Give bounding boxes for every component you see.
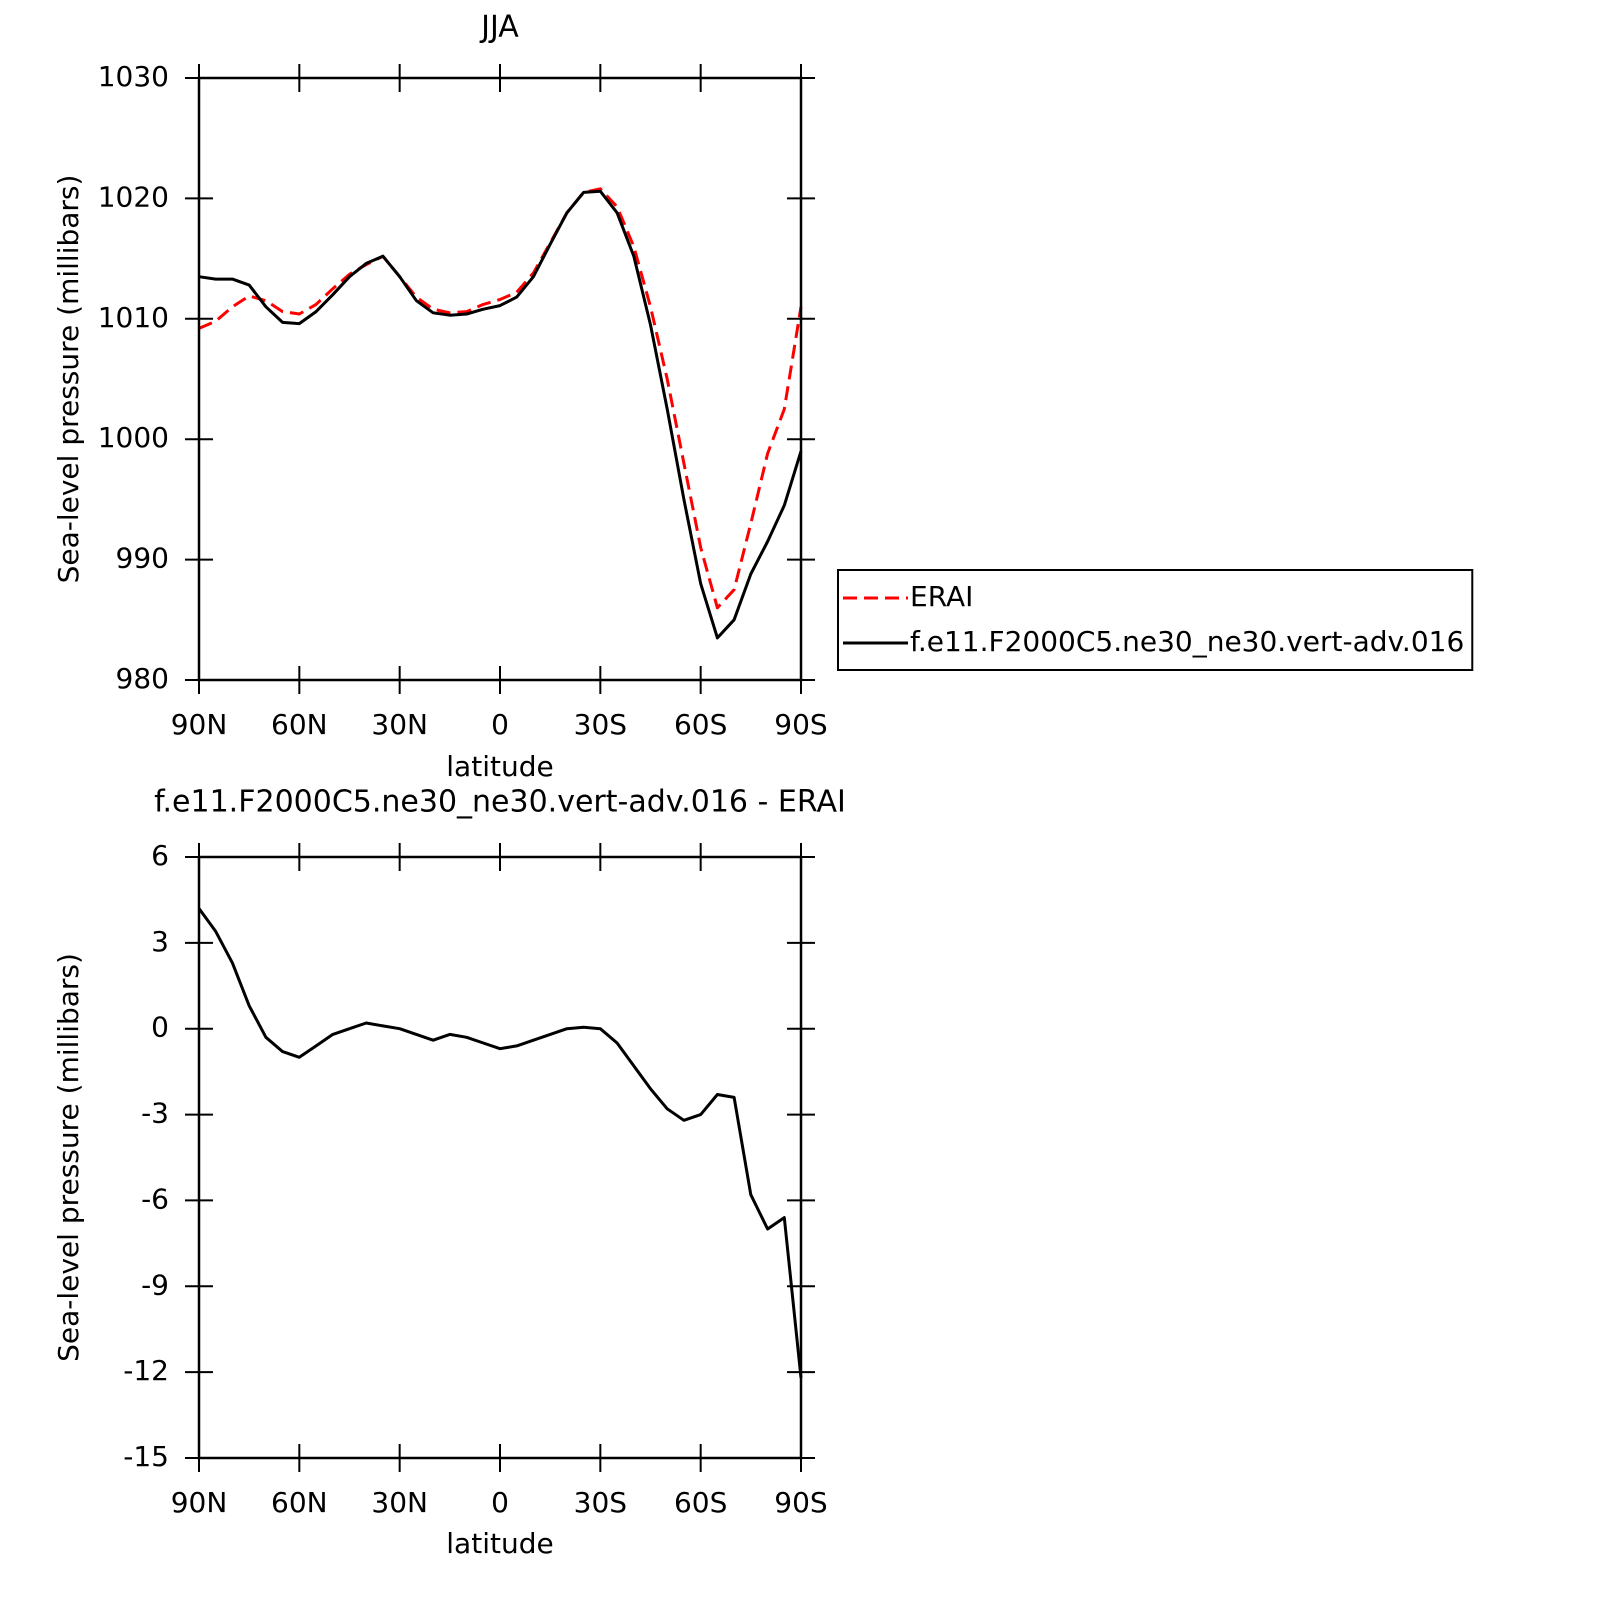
y-tick-label: -15	[123, 1440, 169, 1473]
y-tick-label: 1010	[98, 301, 169, 334]
legend-box	[837, 569, 1474, 671]
y-tick-label: -6	[141, 1182, 169, 1215]
x-tick-label: 30S	[574, 708, 627, 741]
chart-title: JJA	[479, 10, 519, 45]
plot-frame	[197, 76, 803, 682]
x-tick-label: 90S	[774, 1486, 827, 1519]
x-tick-label: 30N	[371, 1486, 428, 1519]
y-tick-label: 990	[116, 542, 169, 575]
y-axis-label: Sea-level pressure (millibars)	[52, 953, 85, 1362]
legend-label: f.e11.F2000C5.ne30_ne30.vert-adv.016	[910, 625, 1464, 658]
y-tick-label: 6	[151, 839, 169, 872]
y-tick-label: -9	[141, 1268, 169, 1301]
series-line	[198, 189, 803, 640]
x-tick-label: 90S	[774, 708, 827, 741]
y-tick-label: 1030	[98, 60, 169, 93]
y-axis-label: Sea-level pressure (millibars)	[52, 175, 85, 584]
x-tick-label: 0	[491, 708, 509, 741]
x-tick-label: 0	[491, 1486, 509, 1519]
x-tick-label: 30N	[371, 708, 428, 741]
x-tick-label: 60S	[674, 708, 727, 741]
x-axis-label: latitude	[446, 750, 553, 783]
series-line	[197, 907, 803, 1379]
y-tick-label: 1000	[98, 421, 169, 454]
x-tick-label: 90N	[171, 708, 228, 741]
chart-title: f.e11.F2000C5.ne30_ne30.vert-adv.016 - E…	[154, 785, 846, 820]
series-line	[198, 187, 803, 610]
y-tick-label: 3	[151, 925, 169, 958]
y-tick-label: -3	[141, 1097, 169, 1130]
legend-label: ERAI	[910, 580, 973, 613]
x-tick-label: 60N	[271, 1486, 328, 1519]
y-tick-label: 980	[116, 662, 169, 695]
x-tick-label: 90N	[171, 1486, 228, 1519]
x-tick-label: 60S	[674, 1486, 727, 1519]
x-axis-label: latitude	[446, 1527, 553, 1560]
y-tick-label: -12	[123, 1354, 169, 1387]
legend: ERAI f.e11.F2000C5.ne30_ne30.vert-adv.016	[837, 569, 1474, 671]
y-tick-label: 1020	[98, 180, 169, 213]
plot-frame	[197, 855, 803, 1460]
x-tick-label: 30S	[574, 1486, 627, 1519]
x-tick-label: 60N	[271, 708, 328, 741]
y-tick-label: 0	[151, 1011, 169, 1044]
